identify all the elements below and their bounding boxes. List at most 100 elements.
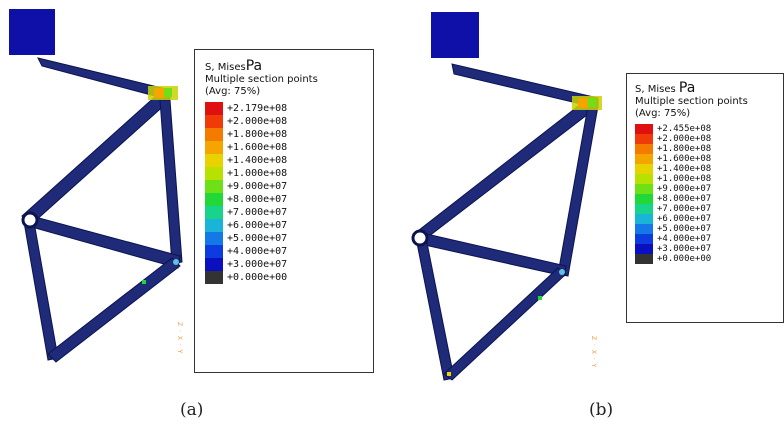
figure-panel-a: S, MisesPa Multiple section points (Avg:… [9, 9, 374, 420]
axis-triad-icon: Z · X · Y [176, 322, 183, 355]
scale-row: +3.000e+07 [205, 258, 363, 271]
scale-row: +1.400e+08 [635, 164, 775, 174]
legend-unit: Pa [245, 58, 263, 74]
truss-model-b [411, 12, 602, 381]
truss-member-middle [27, 214, 181, 269]
scale-swatch [635, 184, 653, 194]
scale-row: +2.000e+08 [635, 134, 775, 144]
scale-swatch [635, 204, 653, 214]
stress-legend-b: S, Mises Pa Multiple section points (Avg… [626, 73, 784, 323]
scale-swatch [205, 271, 223, 284]
scale-swatch [635, 164, 653, 174]
scale-tick-label: +2.455e+08 [657, 124, 712, 134]
legend-variable: S, Mises [635, 84, 676, 95]
scale-swatch [205, 219, 223, 232]
legend-average: (Avg: 75%) [205, 86, 261, 97]
legend-variable: S, Mises [205, 62, 246, 73]
scale-row: +6.000e+07 [205, 219, 363, 232]
scale-tick-label: +1.400e+08 [657, 164, 712, 174]
scale-row: +9.000e+07 [205, 180, 363, 193]
scale-row: +1.600e+08 [205, 141, 363, 154]
stress-legend-a: S, MisesPa Multiple section points (Avg:… [194, 49, 374, 373]
scale-row: +3.000e+07 [635, 244, 775, 254]
scale-row: +1.800e+08 [205, 128, 363, 141]
scale-swatch [205, 102, 223, 115]
joint-node [173, 259, 179, 265]
scale-tick-label: +1.800e+08 [657, 144, 712, 154]
scale-tick-label: +9.000e+07 [657, 184, 712, 194]
figure-caption: (a) [180, 400, 204, 420]
scale-row: +2.179e+08 [205, 102, 363, 115]
pin-joint [411, 229, 429, 247]
scale-tick-label: +5.000e+07 [657, 224, 712, 234]
scale-row: +6.000e+07 [635, 214, 775, 224]
axis-triad-icon: Z · X · Y [590, 336, 597, 369]
scale-swatch [205, 232, 223, 245]
scale-tick-label: +2.000e+08 [227, 116, 288, 127]
scale-row: +4.000e+07 [635, 234, 775, 244]
scale-swatch [205, 206, 223, 219]
scale-swatch [635, 124, 653, 134]
scale-swatch [205, 258, 223, 271]
scale-swatch [635, 134, 653, 144]
scale-tick-label: +1.000e+08 [657, 174, 712, 184]
scale-row: +8.000e+07 [205, 193, 363, 206]
scale-tick-label: +6.000e+07 [657, 214, 712, 224]
scale-swatch [635, 254, 653, 264]
scale-swatch [205, 167, 223, 180]
scale-tick-label: +4.000e+07 [657, 234, 712, 244]
pin-joint [21, 211, 39, 229]
scale-row: +8.000e+07 [635, 194, 775, 204]
scale-tick-label: +1.400e+08 [227, 155, 288, 166]
scale-row: +5.000e+07 [635, 224, 775, 234]
scale-swatch [635, 214, 653, 224]
scale-row: +0.000e+00 [205, 271, 363, 284]
scale-tick-label: +6.000e+07 [227, 220, 288, 231]
truss-member-bottom-diagonal [443, 267, 567, 381]
scale-tick-label: +3.000e+07 [657, 244, 712, 254]
scale-row: +7.000e+07 [205, 206, 363, 219]
stress-hotspot [572, 96, 602, 110]
scale-row: +4.000e+07 [205, 245, 363, 258]
figure-caption: (b) [589, 400, 614, 420]
scale-swatch [635, 234, 653, 244]
scale-tick-label: +3.000e+07 [227, 259, 288, 270]
legend-subtitle: Multiple section points [205, 74, 318, 85]
stress-hotspot [148, 86, 178, 100]
scale-swatch [635, 244, 653, 254]
scale-row: +7.000e+07 [635, 204, 775, 214]
scale-tick-label: +8.000e+07 [657, 194, 712, 204]
scale-swatch [205, 154, 223, 167]
truss-member-middle [417, 231, 567, 277]
scale-tick-label: +2.000e+08 [657, 134, 712, 144]
legend-title: S, MisesPa [205, 58, 363, 74]
truss-model-a [9, 9, 183, 363]
joint-highlight [538, 296, 542, 300]
reference-square [431, 12, 479, 58]
joint-highlight [142, 280, 146, 284]
joint-node [559, 269, 565, 275]
scale-swatch [635, 194, 653, 204]
scale-row: +9.000e+07 [635, 184, 775, 194]
legend-average: (Avg: 75%) [635, 108, 691, 119]
scale-swatch [635, 144, 653, 154]
scale-tick-label: +4.000e+07 [227, 246, 288, 257]
scale-tick-label: +1.000e+08 [227, 168, 288, 179]
truss-member-left-leg [23, 221, 59, 361]
scale-row: +1.600e+08 [635, 154, 775, 164]
scale-swatch [205, 245, 223, 258]
scale-tick-label: +0.000e+00 [657, 254, 712, 264]
scale-swatch [205, 141, 223, 154]
scale-row: +1.400e+08 [205, 154, 363, 167]
truss-member-right-vertical [159, 99, 183, 265]
scale-tick-label: +1.600e+08 [227, 142, 288, 153]
figure-panel-b: S, Mises Pa Multiple section points (Avg… [392, 0, 784, 429]
color-scale: +2.179e+08 +2.000e+08 +1.800e+08 +1.600e+08… [205, 102, 363, 284]
legend-title: S, Mises Pa [635, 81, 775, 96]
scale-row: +2.000e+08 [205, 115, 363, 128]
scale-tick-label: +8.000e+07 [227, 194, 288, 205]
scale-swatch [635, 224, 653, 234]
scale-row: +1.800e+08 [635, 144, 775, 154]
scale-tick-label: +5.000e+07 [227, 233, 288, 244]
scale-row: +1.000e+08 [205, 167, 363, 180]
